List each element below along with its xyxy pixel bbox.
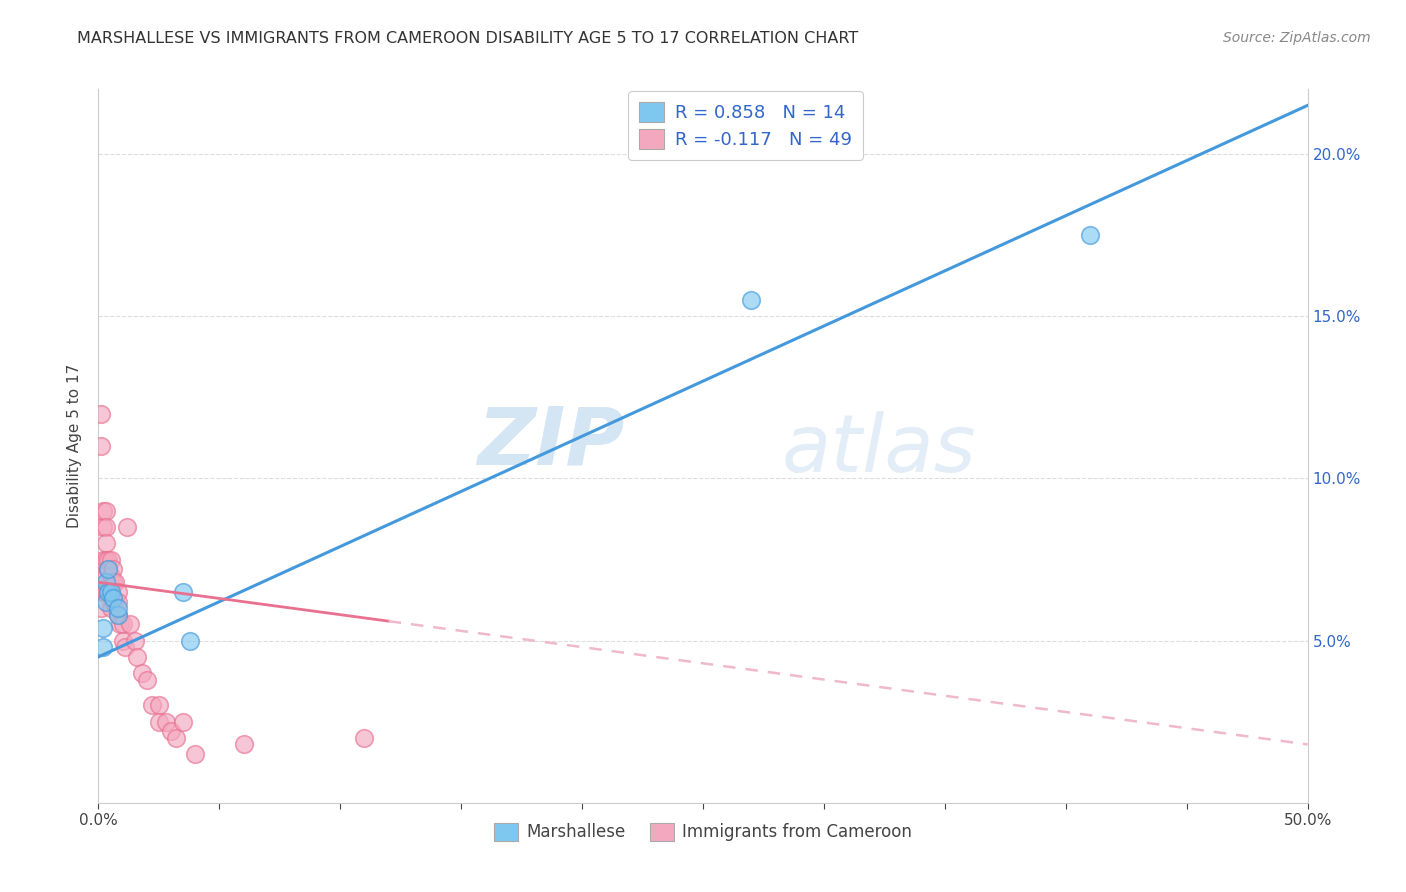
Point bbox=[111, 633, 134, 648]
Point bbox=[91, 585, 114, 599]
Point bbox=[740, 293, 762, 307]
Point bbox=[91, 520, 114, 534]
Point bbox=[100, 552, 122, 566]
Point bbox=[118, 617, 141, 632]
Point bbox=[165, 731, 187, 745]
Point bbox=[127, 649, 149, 664]
Point bbox=[90, 407, 112, 421]
Point bbox=[97, 552, 120, 566]
Point bbox=[160, 724, 183, 739]
Point bbox=[179, 633, 201, 648]
Point bbox=[131, 666, 153, 681]
Point bbox=[97, 585, 120, 599]
Point bbox=[148, 698, 170, 713]
Point bbox=[107, 595, 129, 609]
Text: Source: ZipAtlas.com: Source: ZipAtlas.com bbox=[1223, 31, 1371, 45]
Point bbox=[104, 595, 127, 609]
Point bbox=[172, 585, 194, 599]
Point bbox=[94, 568, 117, 582]
Point bbox=[91, 568, 114, 582]
Point bbox=[94, 536, 117, 550]
Point bbox=[91, 621, 114, 635]
Point bbox=[184, 747, 207, 761]
Point bbox=[101, 591, 124, 606]
Point bbox=[101, 562, 124, 576]
Point bbox=[232, 738, 254, 752]
Point bbox=[94, 520, 117, 534]
Point bbox=[111, 617, 134, 632]
Point bbox=[94, 504, 117, 518]
Point bbox=[100, 601, 122, 615]
Point bbox=[100, 568, 122, 582]
Point bbox=[91, 504, 114, 518]
Point bbox=[101, 595, 124, 609]
Point bbox=[141, 698, 163, 713]
Point bbox=[100, 585, 122, 599]
Legend: Marshallese, Immigrants from Cameroon: Marshallese, Immigrants from Cameroon bbox=[488, 816, 918, 848]
Point bbox=[172, 714, 194, 729]
Point bbox=[1078, 228, 1101, 243]
Point bbox=[91, 640, 114, 654]
Point bbox=[353, 731, 375, 745]
Point bbox=[148, 714, 170, 729]
Point bbox=[100, 585, 122, 599]
Point bbox=[90, 439, 112, 453]
Point bbox=[117, 520, 139, 534]
Point bbox=[101, 575, 124, 590]
Point bbox=[104, 575, 127, 590]
Point bbox=[94, 595, 117, 609]
Point bbox=[90, 601, 112, 615]
Point bbox=[107, 601, 129, 615]
Text: MARSHALLESE VS IMMIGRANTS FROM CAMEROON DISABILITY AGE 5 TO 17 CORRELATION CHART: MARSHALLESE VS IMMIGRANTS FROM CAMEROON … bbox=[77, 31, 859, 46]
Point bbox=[155, 714, 177, 729]
Point bbox=[124, 633, 146, 648]
Point bbox=[107, 607, 129, 622]
Y-axis label: Disability Age 5 to 17: Disability Age 5 to 17 bbox=[67, 364, 83, 528]
Point bbox=[94, 575, 117, 590]
Point bbox=[91, 552, 114, 566]
Point bbox=[107, 607, 129, 622]
Text: ZIP: ZIP bbox=[477, 403, 624, 482]
Point bbox=[94, 585, 117, 599]
Point bbox=[107, 585, 129, 599]
Point bbox=[108, 617, 131, 632]
Point bbox=[97, 562, 120, 576]
Text: atlas: atlas bbox=[782, 410, 976, 489]
Point bbox=[97, 562, 120, 576]
Point bbox=[94, 552, 117, 566]
Point bbox=[97, 585, 120, 599]
Point bbox=[135, 673, 157, 687]
Point bbox=[114, 640, 136, 654]
